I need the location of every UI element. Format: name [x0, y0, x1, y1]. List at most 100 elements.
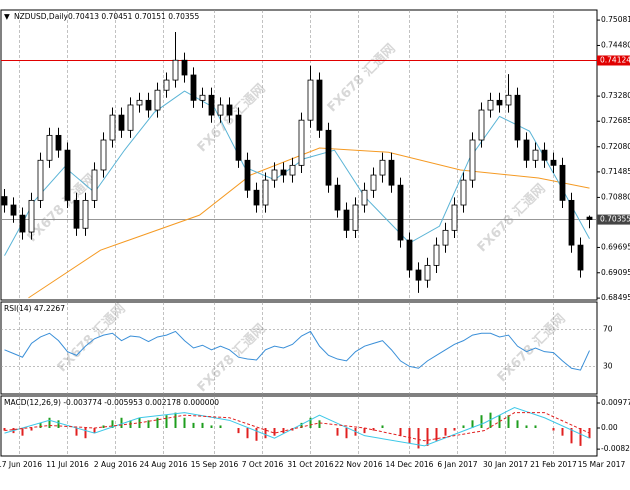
y-tick-label: 0.68495: [601, 293, 630, 302]
candle-body: [118, 114, 125, 131]
indicator-line: [4, 90, 590, 256]
y-tick-label: 0.69695: [601, 242, 630, 251]
x-tick-label: 15 Sep 2016: [191, 460, 239, 469]
candle-body: [253, 189, 260, 206]
ohlc: 0.70413 0.70451 0.70151 0.70355: [68, 12, 199, 21]
level-label: 0.74124: [600, 55, 630, 64]
indicator-line: [28, 147, 590, 299]
level-label-box: [597, 55, 630, 66]
candle-body: [433, 244, 440, 266]
candle-body: [559, 164, 566, 201]
collapse-icon[interactable]: ▼: [4, 12, 10, 21]
x-tick-label: 14 Dec 2016: [386, 460, 434, 469]
candle-body: [334, 184, 341, 211]
candle-body: [415, 269, 422, 281]
candle-body: [235, 114, 242, 161]
candle-body: [37, 159, 44, 201]
candle-body: [73, 199, 80, 229]
main-panel: [0, 9, 598, 301]
macd-title: MACD(12,26,9) -0.003774 -0.005953 0.0021…: [4, 398, 219, 407]
candle-body: [379, 159, 386, 176]
candle-body: [523, 139, 530, 161]
x-tick-label: 21 Feb 2017: [530, 460, 577, 469]
candle-body: [541, 149, 548, 161]
candle-body: [82, 199, 89, 229]
candle-body: [172, 59, 179, 81]
candle-body: [145, 99, 152, 111]
candle-body: [352, 204, 359, 231]
candle-body: [370, 174, 377, 191]
x-tick-label: 11 Jul 2016: [46, 460, 89, 469]
indicator-line: [4, 406, 590, 447]
y-tick-label: 0.69095: [601, 268, 630, 277]
candle-body: [505, 94, 512, 106]
x-tick-label: 2 Aug 2016: [94, 460, 137, 469]
rsi-title: RSI(14) 47.2267: [4, 304, 65, 313]
macd-panel: [0, 395, 598, 457]
candle-body: [109, 114, 116, 141]
candle-body: [217, 104, 224, 116]
candle-body: [361, 189, 368, 206]
indicator-line: [4, 412, 590, 442]
candle-body: [514, 94, 521, 141]
candle-body: [397, 184, 404, 241]
y-tick-label: 0.70880: [601, 192, 630, 201]
candle-body: [289, 164, 296, 176]
x-tick-label: 30 Jan 2017: [483, 460, 528, 469]
y-tick-label: 0.72685: [601, 116, 630, 125]
candle-body: [136, 99, 143, 106]
y-tick-label: -0.008262: [601, 444, 630, 453]
candle-body: [100, 139, 107, 171]
symbol: NZDUSD,Daily: [14, 12, 68, 21]
y-tick-label: 0.71485: [601, 167, 630, 176]
x-tick-label: 15 Mar 2017: [578, 460, 626, 469]
candle-body: [343, 209, 350, 231]
candle-body: [388, 159, 395, 186]
candle-body: [586, 216, 593, 220]
candle-body: [19, 214, 26, 233]
x-tick-label: 6 Jan 2017: [437, 460, 477, 469]
candle-body: [280, 169, 287, 176]
candle-body: [91, 169, 98, 201]
candle-body: [163, 79, 170, 91]
y-tick-label: 0.009774: [601, 398, 630, 407]
candle-body: [577, 244, 584, 271]
x-tick-label: 31 Oct 2016: [287, 460, 334, 469]
candle-body: [298, 119, 305, 166]
candle-body: [10, 204, 17, 216]
indicator-line: [4, 330, 590, 371]
y-tick-label: 30: [603, 361, 613, 370]
candle-body: [406, 239, 413, 271]
candle-body: [208, 94, 215, 116]
candle-body: [460, 179, 467, 206]
rsi-panel: [0, 301, 598, 395]
candle-body: [127, 104, 134, 131]
candle-body: [469, 139, 476, 181]
x-tick-label: 24 Aug 2016: [139, 460, 187, 469]
candle-body: [262, 179, 269, 206]
candle-body: [307, 79, 314, 121]
candle-body: [424, 264, 431, 281]
candle-body: [550, 159, 557, 166]
last-price-box: [597, 214, 630, 225]
candle-body: [181, 59, 188, 76]
x-tick-label: 7 Oct 2016: [242, 460, 284, 469]
y-tick-label: 0.73280: [601, 91, 630, 100]
y-tick-label: 0.72080: [601, 142, 630, 151]
candle-body: [496, 99, 503, 106]
last-price-label: 0.70355: [600, 215, 630, 224]
candle-body: [46, 134, 53, 161]
candle-body: [55, 134, 62, 151]
candle-body: [487, 99, 494, 111]
candle-body: [532, 149, 539, 161]
x-tick-label: 17 Jun 2016: [0, 460, 42, 469]
candle-body: [1, 196, 8, 206]
candle-body: [442, 229, 449, 246]
candle-body: [478, 109, 485, 141]
x-tick-label: 22 Nov 2016: [334, 460, 382, 469]
candle-body: [28, 199, 35, 233]
candle-body: [271, 169, 278, 181]
